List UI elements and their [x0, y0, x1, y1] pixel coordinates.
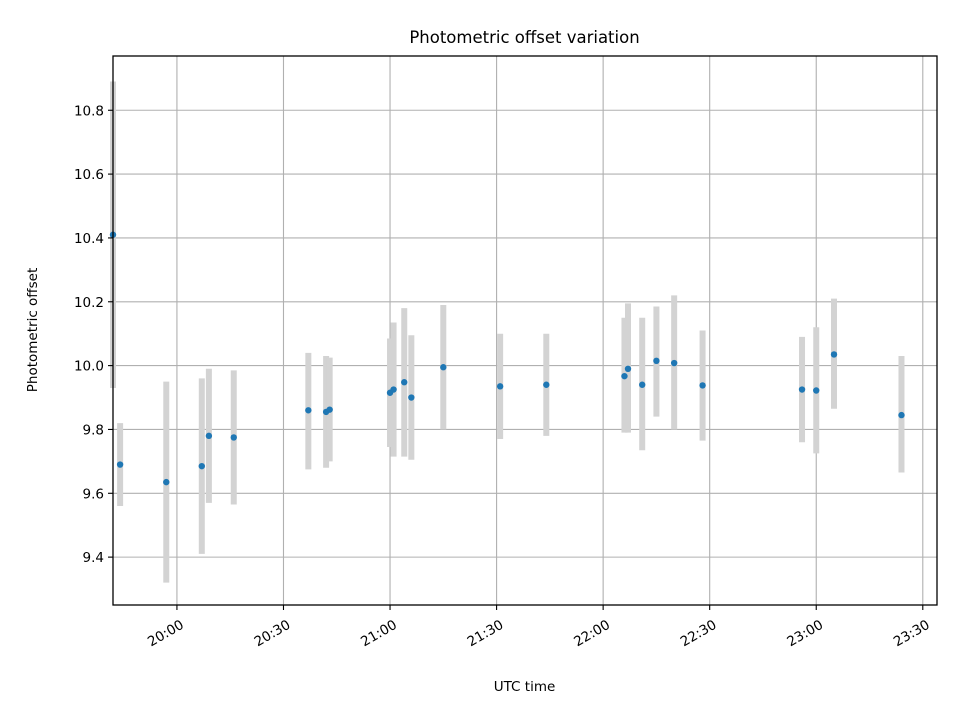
x-tick-layer: 20:00 20:30 21:00 21:30 22:00 22:30 23:00 23:30 [145, 605, 933, 650]
data-point [116, 461, 124, 468]
data-point [440, 364, 447, 371]
y-tick-label: 9.8 [83, 422, 104, 438]
data-point [624, 365, 632, 373]
y-tick-label: 9.6 [83, 486, 104, 502]
data-point [898, 411, 905, 419]
y-tick-label: 10.8 [74, 103, 104, 119]
y-tick-label: 9.4 [83, 550, 104, 566]
y-tick-label: 10.2 [74, 295, 104, 311]
chart-title: Photometric offset variation [409, 28, 639, 47]
x-axis-label: UTC time [494, 679, 556, 695]
errorbar-layer [110, 81, 905, 583]
x-tick-label: 21:00 [358, 617, 400, 650]
y-tick-label: 10.4 [74, 231, 104, 247]
data-point [830, 351, 838, 358]
data-point [408, 394, 415, 401]
x-tick-label: 21:30 [465, 617, 507, 650]
data-point [699, 382, 706, 389]
data-point [653, 357, 660, 365]
x-tick-label: 23:00 [784, 617, 826, 650]
data-point [639, 381, 646, 388]
data-point [205, 432, 213, 440]
y-tick-label: 10.6 [74, 167, 104, 183]
x-tick-label: 22:00 [571, 617, 613, 650]
grid-layer [113, 56, 937, 605]
data-point [670, 359, 678, 367]
y-tick-label: 10.0 [74, 359, 104, 375]
y-tick-layer: 9.4 9.6 9.8 10.0 10.2 10.4 10.6 10.8 [74, 103, 113, 566]
data-point [326, 406, 333, 413]
point-layer [109, 231, 905, 486]
data-point [543, 381, 550, 388]
data-point [198, 462, 205, 470]
data-point [401, 379, 408, 386]
data-point [390, 386, 397, 393]
data-point [621, 372, 628, 380]
data-point [305, 407, 312, 414]
x-tick-label: 23:30 [891, 617, 933, 650]
y-axis-label: Photometric offset [25, 268, 41, 392]
data-point [230, 434, 237, 441]
x-tick-label: 20:30 [252, 617, 294, 650]
x-tick-label: 22:30 [678, 617, 720, 650]
data-point [163, 478, 170, 486]
plot-frame [112, 55, 938, 606]
data-point [496, 383, 504, 390]
data-point [813, 387, 820, 394]
x-tick-label: 20:00 [145, 617, 187, 650]
data-point [798, 386, 806, 393]
